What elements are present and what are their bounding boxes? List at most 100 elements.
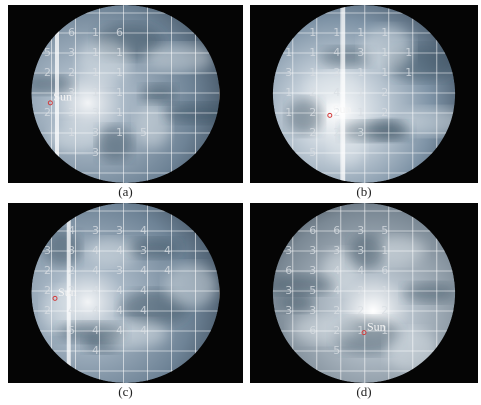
cell-value: 2 (357, 284, 364, 297)
cell-value: 2 (44, 106, 51, 119)
cell-value: 1 (116, 126, 123, 139)
cell-value: 5 (309, 146, 316, 159)
cell-value: 2 (333, 126, 340, 139)
cloud (97, 126, 133, 162)
cell-value: 1 (309, 46, 316, 59)
cell-value: 5 (44, 46, 51, 59)
cell-value: 2 (44, 66, 51, 79)
caption: (b) (356, 184, 371, 199)
cloud (267, 275, 335, 295)
cell-value: 4 (92, 344, 99, 357)
cell-value: 2 (44, 304, 51, 317)
cell-value: 1 (357, 86, 364, 99)
cell-value: 1 (116, 86, 123, 99)
sun-label: Sun (367, 319, 386, 333)
cell-value: 4 (92, 324, 99, 337)
cell-value: 6 (309, 224, 316, 237)
sun-stripe (341, 5, 345, 183)
cell-value: 1 (116, 106, 123, 119)
cloud (342, 121, 410, 141)
cell-value: 4 (92, 244, 99, 257)
cell-value: 4 (116, 324, 123, 337)
cell-value: 6 (68, 26, 75, 39)
cell-value: 2 (68, 264, 75, 277)
cell-value: 1 (381, 66, 388, 79)
cell-value: 3 (68, 106, 75, 119)
cell-value: 3 (309, 244, 316, 257)
cell-value: 1 (285, 106, 292, 119)
caption: (c) (118, 384, 132, 399)
cell-value: 3 (357, 244, 364, 257)
cell-value: 3 (357, 224, 364, 237)
cell-value: 1 (309, 66, 316, 79)
sun-label: Sun (58, 285, 77, 299)
caption: (a) (118, 184, 132, 199)
cloud (404, 283, 456, 303)
cell-value: 4 (357, 264, 364, 277)
cell-value: 3 (44, 244, 51, 257)
caption: (d) (356, 384, 371, 399)
cell-value: 1 (92, 46, 99, 59)
cell-value: 2 (333, 324, 340, 337)
cell-value: 5 (381, 224, 388, 237)
cell-value: 3 (116, 264, 123, 277)
cell-value: 4 (140, 304, 147, 317)
cell-value: 4 (116, 284, 123, 297)
cell-value: 1 (116, 46, 123, 59)
cell-value: 2 (44, 284, 51, 297)
cell-value: 4 (92, 304, 99, 317)
cloud (140, 84, 176, 104)
cell-value: 2 (333, 304, 340, 317)
cell-value: 4 (333, 86, 340, 99)
cell-value: 3 (357, 46, 364, 59)
cell-value: 6 (333, 224, 340, 237)
cell-value: 3 (285, 284, 292, 297)
cell-value: 3 (92, 106, 99, 119)
cell-value: 4 (68, 304, 75, 317)
cell-value: 3 (333, 66, 340, 79)
cell-value: 1 (381, 244, 388, 257)
cell-value: 4 (68, 224, 75, 237)
cell-value: 1 (309, 26, 316, 39)
cell-value: 5 (68, 324, 75, 337)
cell-value: 3 (285, 244, 292, 257)
cell-value: 3 (116, 224, 123, 237)
cloud (145, 44, 213, 72)
cell-value: 4 (140, 284, 147, 297)
cell-value: 5 (333, 344, 340, 357)
cloud (165, 263, 217, 307)
cell-value: 4 (116, 304, 123, 317)
cell-value: 3 (285, 304, 292, 317)
cell-value: 1 (381, 26, 388, 39)
cell-value: 4 (140, 224, 147, 237)
cell-value: 4 (116, 244, 123, 257)
cell-value: 1 (92, 26, 99, 39)
cell-value: 2 (44, 264, 51, 277)
cell-value: 1 (381, 284, 388, 297)
cell-value: 1 (357, 106, 364, 119)
cell-value: 3 (68, 46, 75, 59)
cell-value: 3 (357, 126, 364, 139)
cell-value: 5 (309, 284, 316, 297)
cell-value: 3 (309, 304, 316, 317)
cell-value: 3 (140, 244, 147, 257)
cell-value: 3 (285, 66, 292, 79)
cell-value: 3 (68, 244, 75, 257)
cell-value: 3 (309, 264, 316, 277)
cell-value: 4 (92, 284, 99, 297)
cell-value: 2 (68, 66, 75, 79)
cell-value: 1 (381, 46, 388, 59)
cell-value: 1 (92, 86, 99, 99)
sun-label: Sun (53, 90, 72, 104)
cell-value: 2 (381, 86, 388, 99)
cell-value: 1 (285, 86, 292, 99)
cell-value: 2 (309, 126, 316, 139)
cell-value: 4 (164, 244, 171, 257)
cell-value: 1 (285, 46, 292, 59)
cell-value: 6 (309, 324, 316, 337)
cell-value: 4 (333, 46, 340, 59)
cell-value: 6 (381, 264, 388, 277)
cell-value: 3 (92, 146, 99, 159)
